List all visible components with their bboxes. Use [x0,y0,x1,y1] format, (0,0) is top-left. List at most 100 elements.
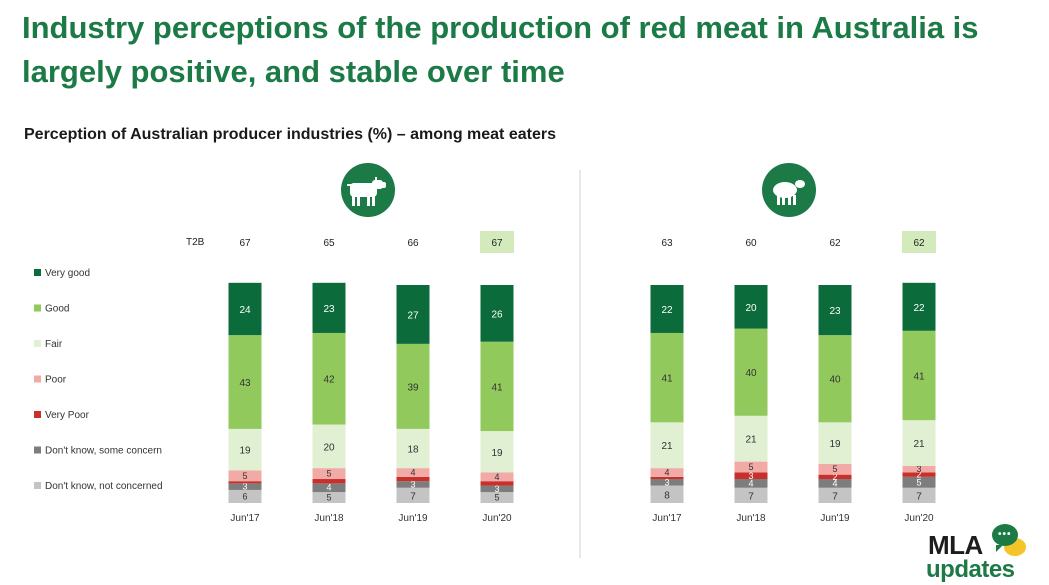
bar-segment-good [228,335,262,429]
bar-segment-good [312,332,346,425]
logo-mla-text: MLA [928,530,983,560]
bar-segment-fair [480,431,514,473]
bar-segment-very-poor [396,476,430,482]
bar-segment-dk-not [312,492,346,503]
data-label: 26 [491,309,503,320]
data-label: 3 [242,482,247,492]
ellipsis-icon: ••• [998,529,1012,540]
data-label: 43 [239,378,251,389]
data-label: 5 [326,493,331,503]
legend-label-very-good: Very good [45,268,90,279]
legend-swatch-dk-not [34,482,41,489]
data-label: 5 [916,477,921,487]
speech-bubble-icon [992,524,1018,552]
category-label: Jun'20 [904,513,934,524]
data-label: 20 [323,442,335,453]
bar-segment-fair [734,415,768,462]
data-label: 22 [661,305,673,316]
bar-segment-very-poor [734,472,768,480]
bar-segment-dk-not [228,489,262,503]
bar-segment-very-good [312,282,346,333]
data-label: 6 [242,491,247,501]
bar-segment-very-poor [650,476,684,480]
bar-segment-very-good [396,285,430,344]
category-label: Jun'19 [820,513,850,524]
legend-label-dk-concern: Don't know, some concern [45,446,162,457]
legend-swatch-very-good [34,269,41,276]
bar-segment-very-good [650,285,684,333]
bar-segment-dk-concern [396,481,430,488]
data-label: 5 [494,493,499,503]
data-label: 4 [326,483,331,493]
data-label: 2 [916,470,921,480]
bar-segment-very-good [902,282,936,331]
bar-segment-dk-concern [312,483,346,493]
data-label: 4 [494,472,499,482]
bar-segment-very-good [228,282,262,336]
bar-segment-dk-concern [480,485,514,493]
data-label: 3 [494,484,499,494]
data-label: 41 [661,374,673,385]
data-label: 2 [832,472,837,482]
bar-segment-dk-concern [228,483,262,490]
data-label: 5 [242,471,247,481]
t2b-value: 66 [407,238,419,249]
t2b-value: 67 [239,238,251,249]
legend-label-good: Good [45,304,69,315]
cattle-icon [341,163,395,217]
data-label: 3 [916,464,921,474]
data-label: 5 [832,464,837,474]
data-label: 4 [832,478,837,488]
bar-segment-fair [650,422,684,469]
t2b-value: 67 [491,238,503,249]
category-label: Jun'18 [314,513,344,524]
t2b-value: 63 [661,238,673,249]
bar-segment-fair [902,420,936,466]
bar-segment-dk-concern [902,476,936,488]
bars: 67635194324Jun'1765545204223Jun'18667341… [228,231,936,524]
legend-swatch-fair [34,340,41,347]
bar-segment-very-good [480,285,514,342]
t2b-value: 60 [745,238,757,249]
data-label: 20 [745,303,757,314]
data-label: 18 [407,445,419,456]
data-label: 7 [832,491,838,502]
data-label: 21 [913,439,925,450]
bar-segment-poor [228,470,262,482]
data-label: 23 [829,306,841,317]
legend-swatch-poor [34,375,41,383]
bar-segment-fair [312,424,346,469]
data-label: 41 [491,382,503,393]
bar-segment-good [734,328,768,416]
data-label: 40 [829,375,841,386]
t2b-highlight [480,231,514,253]
t2b-value: 65 [323,238,335,249]
mla-updates-logo: ••• MLA updates [924,524,1028,584]
data-label: 24 [239,305,251,316]
data-label: 40 [745,368,757,379]
bar-segment-good [480,341,514,432]
data-label: 27 [407,310,419,321]
bar-segment-dk-not [480,492,514,503]
category-label: Jun'18 [736,513,766,524]
data-label: 21 [745,435,757,446]
bar-segment-dk-not [818,487,852,503]
bar-segment-fair [396,428,430,469]
legend-label-dk-not: Don't know, not concerned [45,481,163,492]
bar-segment-very-poor [312,479,346,484]
bar-segment-poor [818,463,852,475]
bar-segment-fair [818,422,852,464]
bar-segment-dk-not [734,487,768,503]
data-label: 4 [748,478,753,488]
data-label: 4 [664,467,669,477]
data-label: 23 [323,304,335,315]
bar-segment-dk-not [650,485,684,503]
bar-segment-poor [480,472,514,482]
data-label: 3 [664,477,669,487]
legend-label-poor: Poor [45,375,67,386]
data-label: 22 [913,303,925,314]
bar-segment-fair [228,428,262,471]
data-label: 7 [410,491,416,502]
category-label: Jun'17 [230,513,260,524]
